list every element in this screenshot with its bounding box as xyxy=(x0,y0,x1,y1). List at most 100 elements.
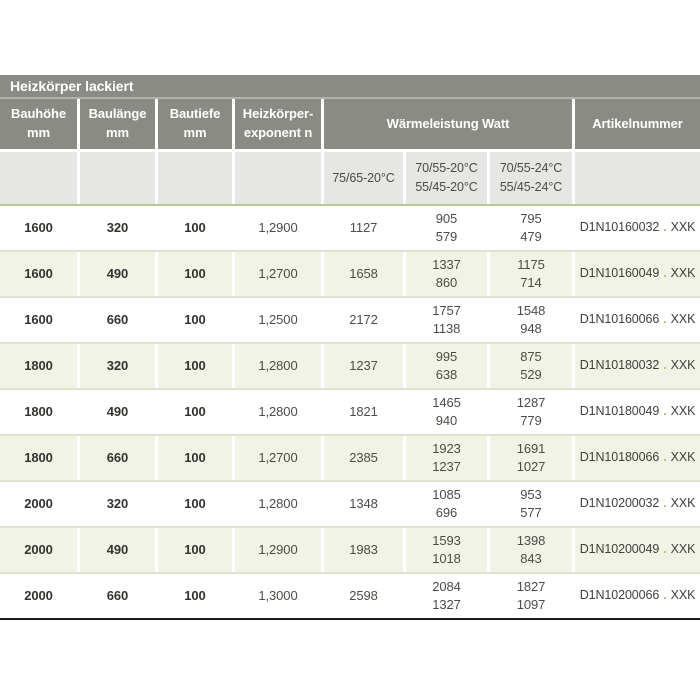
table-subheader-row: 75/65-20°C 70/55-20°C 55/45-20°C 70/55-2… xyxy=(0,152,700,204)
subheader-empty-bauhoehe xyxy=(0,152,77,204)
table-row: 1600 660 100 1,2500 2172 1757 1138 1548 … xyxy=(0,298,700,344)
table-row: 1800 490 100 1,2800 1821 1465 940 1287 7… xyxy=(0,390,700,436)
cell-watt-70-55-20: 1085 696 xyxy=(406,482,487,526)
cell-watt-70-55-20: 1923 1237 xyxy=(406,436,487,480)
cell-watt-70-55-20: 995 638 xyxy=(406,344,487,388)
column-header-baulaenge: Baulänge mm xyxy=(80,99,155,149)
cell-exponent: 1,2900 xyxy=(235,206,321,250)
subheader-temp-70-55-20: 70/55-20°C 55/45-20°C xyxy=(406,152,487,204)
cell-baulaenge: 490 xyxy=(80,390,155,434)
cell-bauhoehe: 2000 xyxy=(0,574,77,618)
cell-watt-70-55-24: 1175 714 xyxy=(490,252,572,296)
cell-bauhoehe: 2000 xyxy=(0,528,77,572)
subheader-temp-75-65: 75/65-20°C xyxy=(324,152,403,204)
cell-baulaenge: 320 xyxy=(80,482,155,526)
cell-bautiefe: 100 xyxy=(158,344,232,388)
cell-bauhoehe: 1600 xyxy=(0,252,77,296)
cell-watt-75-65: 1983 xyxy=(324,528,403,572)
cell-bautiefe: 100 xyxy=(158,482,232,526)
cell-baulaenge: 320 xyxy=(80,344,155,388)
cell-exponent: 1,2700 xyxy=(235,436,321,480)
green-dot-separator: . xyxy=(663,542,667,557)
subheader-empty-bautiefe xyxy=(158,152,232,204)
cell-baulaenge: 490 xyxy=(80,528,155,572)
cell-watt-70-55-24: 1691 1027 xyxy=(490,436,572,480)
cell-baulaenge: 660 xyxy=(80,436,155,480)
cell-artikelnummer: D1N10180066. XXK xyxy=(575,436,700,480)
column-header-artikelnummer: Artikelnummer xyxy=(575,99,700,149)
column-header-bauhoehe: Bauhöhe mm xyxy=(0,99,77,149)
cell-watt-70-55-24: 1548 948 xyxy=(490,298,572,342)
table-row: 1800 320 100 1,2800 1237 995 638 875 529… xyxy=(0,344,700,390)
heizkoerper-spec-table: Heizkörper lackiert Bauhöhe mm Baulänge … xyxy=(0,75,700,620)
cell-baulaenge: 660 xyxy=(80,298,155,342)
cell-watt-75-65: 2598 xyxy=(324,574,403,618)
cell-watt-75-65: 1348 xyxy=(324,482,403,526)
cell-bauhoehe: 1800 xyxy=(0,390,77,434)
cell-artikelnummer: D1N10180049. XXK xyxy=(575,390,700,434)
table-header-row: Bauhöhe mm Baulänge mm Bautiefe mm Heizk… xyxy=(0,97,700,149)
table-row: 2000 660 100 1,3000 2598 2084 1327 1827 … xyxy=(0,574,700,620)
table-title: Heizkörper lackiert xyxy=(10,78,134,94)
cell-bautiefe: 100 xyxy=(158,206,232,250)
green-dot-separator: . xyxy=(663,404,667,419)
cell-artikelnummer: D1N10160049. XXK xyxy=(575,252,700,296)
cell-watt-75-65: 1237 xyxy=(324,344,403,388)
cell-bautiefe: 100 xyxy=(158,436,232,480)
cell-watt-70-55-24: 1287 779 xyxy=(490,390,572,434)
cell-exponent: 1,2900 xyxy=(235,528,321,572)
cell-exponent: 1,2800 xyxy=(235,344,321,388)
cell-exponent: 1,3000 xyxy=(235,574,321,618)
cell-watt-70-55-20: 1465 940 xyxy=(406,390,487,434)
cell-watt-70-55-24: 795 479 xyxy=(490,206,572,250)
green-dot-separator: . xyxy=(663,220,667,235)
cell-artikelnummer: D1N10200066. XXK xyxy=(575,574,700,618)
cell-watt-70-55-20: 1337 860 xyxy=(406,252,487,296)
subheader-temp-70-55-24: 70/55-24°C 55/45-24°C xyxy=(490,152,572,204)
green-dot-separator: . xyxy=(663,496,667,511)
cell-bauhoehe: 1800 xyxy=(0,344,77,388)
cell-watt-70-55-24: 875 529 xyxy=(490,344,572,388)
column-header-exponent: Heizkörper- exponent n xyxy=(235,99,321,149)
green-dot-separator: . xyxy=(663,588,667,603)
table-title-bar: Heizkörper lackiert xyxy=(0,75,700,97)
cell-watt-70-55-24: 1827 1097 xyxy=(490,574,572,618)
cell-watt-70-55-24: 1398 843 xyxy=(490,528,572,572)
cell-baulaenge: 320 xyxy=(80,206,155,250)
cell-bauhoehe: 1600 xyxy=(0,298,77,342)
cell-artikelnummer: D1N10160032. XXK xyxy=(575,206,700,250)
subheader-empty-exponent xyxy=(235,152,321,204)
cell-bautiefe: 100 xyxy=(158,528,232,572)
cell-bautiefe: 100 xyxy=(158,298,232,342)
cell-watt-70-55-20: 2084 1327 xyxy=(406,574,487,618)
cell-bauhoehe: 2000 xyxy=(0,482,77,526)
column-header-bautiefe: Bautiefe mm xyxy=(158,99,232,149)
cell-artikelnummer: D1N10160066. XXK xyxy=(575,298,700,342)
cell-artikelnummer: D1N10200049. XXK xyxy=(575,528,700,572)
cell-exponent: 1,2800 xyxy=(235,390,321,434)
table-row: 1600 320 100 1,2900 1127 905 579 795 479… xyxy=(0,206,700,252)
cell-baulaenge: 490 xyxy=(80,252,155,296)
cell-watt-70-55-20: 905 579 xyxy=(406,206,487,250)
cell-watt-75-65: 1821 xyxy=(324,390,403,434)
green-dot-separator: . xyxy=(663,358,667,373)
cell-exponent: 1,2500 xyxy=(235,298,321,342)
table-row: 2000 320 100 1,2800 1348 1085 696 953 57… xyxy=(0,482,700,528)
cell-watt-70-55-20: 1593 1018 xyxy=(406,528,487,572)
table-row: 2000 490 100 1,2900 1983 1593 1018 1398 … xyxy=(0,528,700,574)
cell-baulaenge: 660 xyxy=(80,574,155,618)
table-body: 1600 320 100 1,2900 1127 905 579 795 479… xyxy=(0,206,700,620)
cell-watt-75-65: 1658 xyxy=(324,252,403,296)
cell-artikelnummer: D1N10180032. XXK xyxy=(575,344,700,388)
green-dot-separator: . xyxy=(663,266,667,281)
cell-bauhoehe: 1600 xyxy=(0,206,77,250)
cell-exponent: 1,2800 xyxy=(235,482,321,526)
green-dot-separator: . xyxy=(663,450,667,465)
cell-bautiefe: 100 xyxy=(158,252,232,296)
cell-watt-70-55-24: 953 577 xyxy=(490,482,572,526)
column-header-waermeleistung: Wärmeleistung Watt xyxy=(324,99,572,149)
cell-watt-75-65: 2172 xyxy=(324,298,403,342)
cell-artikelnummer: D1N10200032. XXK xyxy=(575,482,700,526)
subheader-empty-baulaenge xyxy=(80,152,155,204)
